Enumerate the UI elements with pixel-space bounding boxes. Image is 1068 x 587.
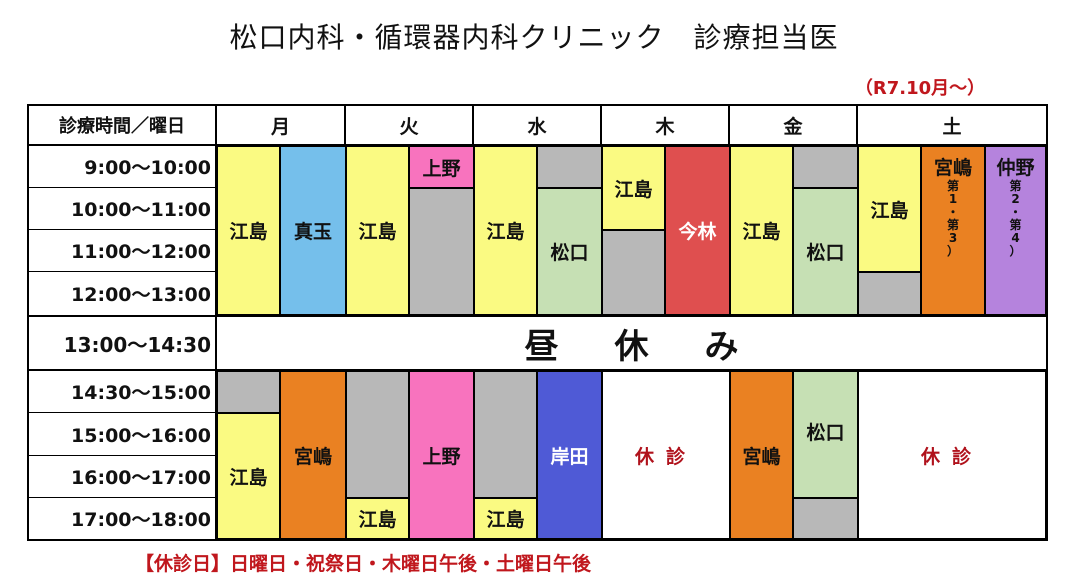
closed-days-note: 【休診日】日曜日・祝祭日・木曜日午後・土曜日午後 bbox=[135, 553, 592, 575]
day-header-thu: 木 bbox=[602, 106, 730, 146]
empty-block bbox=[793, 498, 858, 539]
corner-header: 診療時間／曜日 bbox=[29, 106, 217, 146]
effective-date: （R7.10月～） bbox=[854, 78, 986, 99]
lunch-char: み bbox=[704, 326, 739, 367]
doctor-block: 上野 bbox=[409, 371, 474, 539]
empty-block bbox=[409, 188, 474, 315]
doctor-block: 真玉 bbox=[280, 146, 346, 315]
empty-block bbox=[858, 272, 921, 315]
closed-thursday: 休診 bbox=[602, 371, 730, 539]
doctor-block: 上野 bbox=[409, 146, 474, 188]
schedule-table: 診療時間／曜日 月 火 水 木 金 土 9:00～10:00 10:00～11:… bbox=[27, 104, 1048, 541]
empty-block bbox=[793, 146, 858, 188]
empty-block bbox=[602, 230, 665, 315]
page-title: 松口内科・循環器内科クリニック 診療担当医 bbox=[229, 21, 839, 54]
week-note: ・ bbox=[946, 205, 959, 219]
day-header-sat: 土 bbox=[858, 106, 1046, 146]
week-note: 第 bbox=[1009, 179, 1022, 193]
lunch-char: 昼 bbox=[524, 326, 559, 367]
doctor-block: 江島 bbox=[474, 498, 537, 539]
time-slot: 14:30～15:00 bbox=[29, 371, 217, 413]
time-slot: 15:00～16:00 bbox=[29, 413, 217, 456]
day-header-tue: 火 bbox=[346, 106, 474, 146]
doctor-block: 江島 bbox=[858, 146, 921, 272]
doctor-block: 松口 bbox=[537, 188, 602, 315]
closed-label: 休診 bbox=[634, 445, 697, 468]
doctor-block: 江島 bbox=[346, 146, 409, 315]
week-note: 3 bbox=[948, 231, 958, 245]
doctor-block: 江島 bbox=[602, 146, 665, 230]
lunch-time: 13:00～14:30 bbox=[63, 332, 211, 357]
week-note: ） bbox=[1009, 244, 1022, 258]
time-slot: 11:00～12:00 bbox=[29, 230, 217, 272]
empty-block bbox=[474, 371, 537, 498]
lunch-char: 休 bbox=[614, 326, 649, 367]
week-note: 1 bbox=[948, 192, 958, 206]
doctor-name: 宮嶋 bbox=[933, 157, 972, 179]
doctor-block: 江島 bbox=[346, 498, 409, 539]
time-slot: 12:00～13:00 bbox=[29, 272, 217, 315]
doctor-block: 松口 bbox=[793, 188, 858, 315]
doctor-block: 今林 bbox=[665, 146, 730, 315]
lunch-break: 昼 休 み bbox=[217, 315, 1046, 371]
doctor-name: 仲野 bbox=[996, 157, 1035, 179]
week-note: ・ bbox=[1009, 205, 1022, 219]
time-slot: 10:00～11:00 bbox=[29, 188, 217, 230]
lunch-time-label: 13:00～14:30 bbox=[29, 315, 217, 371]
empty-block bbox=[537, 146, 602, 188]
week-note: ） bbox=[946, 244, 959, 258]
empty-block bbox=[217, 371, 280, 413]
doctor-block: 江島 bbox=[217, 146, 280, 315]
doctor-block: 江島 bbox=[217, 413, 280, 539]
time-slot: 17:00～18:00 bbox=[29, 498, 217, 539]
week-note: 4 bbox=[1011, 231, 1020, 245]
doctor-block: 岸田 bbox=[537, 371, 602, 539]
closed-saturday: 休診 bbox=[858, 371, 1046, 539]
closed-label: 休診 bbox=[920, 445, 983, 468]
time-slot: 16:00～17:00 bbox=[29, 456, 217, 498]
time-slot: 9:00～10:00 bbox=[29, 146, 217, 188]
day-header-wed: 水 bbox=[474, 106, 602, 146]
doctor-block-nakano: 仲野 第 2 ・ 第 4 ） bbox=[985, 146, 1046, 315]
doctor-block: 江島 bbox=[730, 146, 793, 315]
day-header-mon: 月 bbox=[217, 106, 346, 146]
week-note: 2 bbox=[1011, 192, 1020, 206]
doctor-block-miyajima: 宮嶋 第 1 ・ 第 3 ） bbox=[921, 146, 985, 315]
doctor-block: 宮嶋 bbox=[730, 371, 793, 539]
day-header-fri: 金 bbox=[730, 106, 858, 146]
doctor-block: 松口 bbox=[793, 371, 858, 498]
week-note: 第 bbox=[1009, 218, 1022, 232]
doctor-block: 江島 bbox=[474, 146, 537, 315]
doctor-block: 宮嶋 bbox=[280, 371, 346, 539]
empty-block bbox=[346, 371, 409, 498]
week-note: 第 bbox=[946, 218, 959, 232]
week-note: 第 bbox=[946, 179, 959, 193]
